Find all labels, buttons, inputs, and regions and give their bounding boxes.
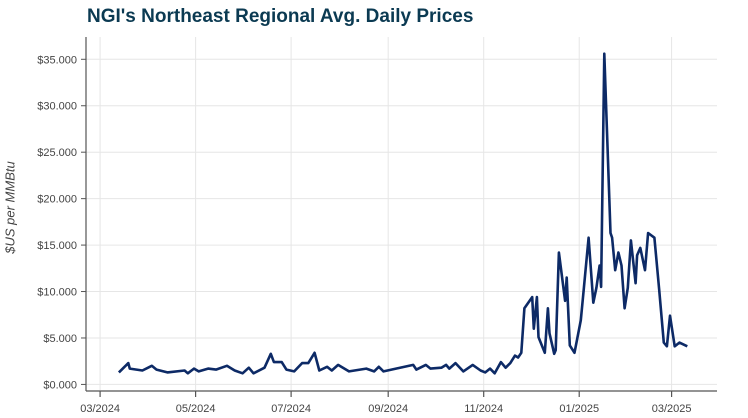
x-tick-label: 05/2024 [176, 403, 216, 415]
x-tick-label: 03/2025 [652, 403, 692, 415]
y-tick-label: $15.000 [37, 240, 77, 252]
price-series-line [117, 52, 688, 375]
y-tick-label: $35.000 [37, 54, 77, 66]
x-tick-label: 07/2024 [271, 403, 311, 415]
y-tick-label: $25.000 [37, 147, 77, 159]
chart-title: NGI's Northeast Regional Avg. Daily Pric… [87, 6, 474, 27]
x-tick-label: 01/2025 [559, 403, 599, 415]
y-tick-label: $5.000 [43, 333, 77, 345]
y-tick-label: $30.000 [37, 101, 77, 113]
x-tick-label: 11/2024 [464, 403, 503, 415]
y-tick-label: $20.000 [37, 194, 77, 206]
x-tick-label: 03/2024 [80, 403, 120, 415]
x-tick-label: 09/2024 [368, 403, 408, 415]
y-tick-label: $10.000 [37, 287, 77, 299]
y-tick-label: $0.000 [43, 379, 77, 391]
